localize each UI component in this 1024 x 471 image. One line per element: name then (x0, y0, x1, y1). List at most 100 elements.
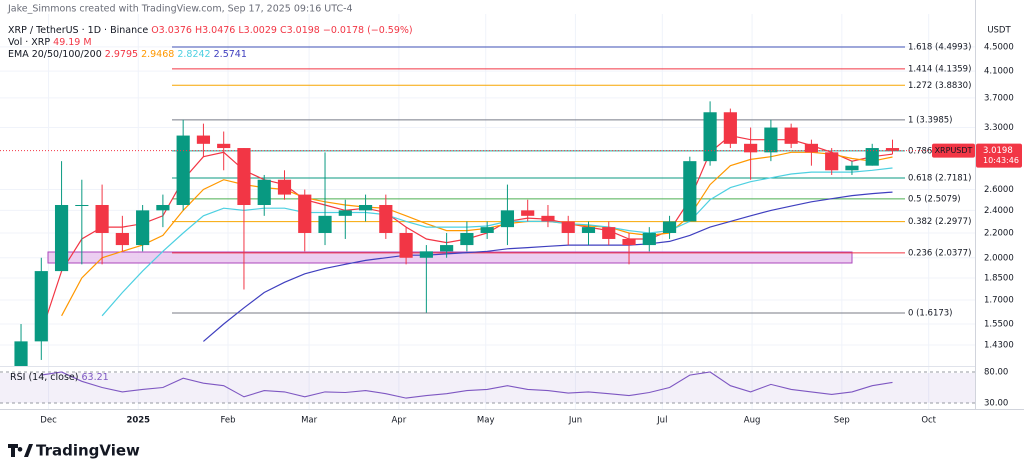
candle-body (784, 127, 798, 144)
candle-body (34, 271, 48, 342)
candle-body (885, 148, 900, 151)
ema-line (61, 151, 893, 317)
candle-body (14, 341, 28, 366)
symbol-tag: XRPUSDT (935, 146, 973, 155)
y-tick-label: 3.3000 (984, 123, 1014, 133)
fib-label: 1.272 (3.8830) (908, 81, 971, 91)
price-tag: 3.0198 (983, 146, 1013, 156)
candle-body (237, 148, 251, 205)
candle-body (825, 152, 839, 171)
x-tick-label: Aug (744, 416, 761, 426)
candle-body (115, 232, 129, 246)
candle-body (703, 112, 717, 162)
fib-label: 0.618 (2.7181) (908, 173, 971, 183)
candle-body (642, 232, 656, 246)
footer-logo: TradingView (8, 442, 140, 460)
x-tick-label: Jul (656, 416, 667, 426)
y-tick-label: 2.4000 (984, 206, 1014, 216)
candle-body (95, 204, 109, 233)
rsi-line (41, 371, 893, 399)
candle-body (156, 204, 170, 211)
candle-body (440, 245, 454, 252)
candle-body (358, 204, 373, 211)
fib-label: 1.618 (4.4993) (908, 42, 971, 52)
ema-line: EMA 20/50/100/200 2.9795 2.9468 2.8242 2… (8, 49, 247, 60)
candle-body (75, 204, 89, 206)
candle-body (196, 135, 211, 144)
candle-body (744, 143, 758, 153)
ema-value: 2.5741 (214, 49, 247, 60)
y-tick-label: 1.7000 (984, 296, 1014, 306)
rsi-tick-label: 80.00 (984, 368, 1008, 378)
support-zone (47, 251, 853, 264)
rsi-value: 63.21 (82, 372, 109, 383)
logo-mark (8, 444, 33, 457)
candle-body (217, 143, 231, 149)
x-tick-label: Feb (221, 416, 236, 426)
candle-body (581, 227, 596, 233)
x-tick-label: Oct (921, 416, 936, 426)
candle-body (318, 215, 332, 233)
axes: 4.5000 4.1000 3.7000 3.3000 2.6000 2.4000 2.20… (40, 42, 1013, 425)
candle-body (845, 165, 859, 171)
candle-body (662, 221, 677, 233)
ema-value: 2.9468 (141, 49, 174, 60)
fib-label: 0 (1.6173) (908, 308, 952, 318)
ema-value: 2.8242 (177, 49, 210, 60)
volume-value: 49.19 M (53, 37, 91, 48)
candle-body (723, 112, 737, 144)
candle-body (602, 227, 616, 239)
ema-label: EMA 20/50/100/200 (8, 49, 102, 60)
x-tick-label: Sep (834, 416, 850, 426)
x-tick-label: Apr (391, 416, 406, 426)
author-line: Jake_Simmons created with TradingView.co… (7, 4, 353, 15)
x-tick-label: May (477, 416, 495, 426)
y-tick-label: 4.1000 (984, 67, 1014, 77)
y-tick-label: 4.5000 (984, 42, 1014, 52)
fib-label: 0.382 (2.2977) (908, 217, 971, 227)
candle-body (460, 232, 474, 246)
ohlc-open: O3.0376 (151, 25, 192, 36)
y-tick-label: 2.0000 (984, 253, 1014, 263)
volume-line: Vol · XRP 49.19 M (8, 37, 92, 48)
candle-body (764, 127, 778, 153)
candle-body (136, 210, 150, 246)
countdown: 10:43:46 (983, 156, 1019, 165)
candle-body (54, 204, 69, 272)
candle-body (622, 238, 636, 246)
symbol-tag-bg (932, 143, 975, 158)
y-tick-label: 2.6000 (984, 185, 1014, 195)
rsi-band (0, 373, 975, 403)
candle-body (176, 135, 190, 205)
x-tick-label: 2025 (126, 416, 150, 426)
ohlc-high: H3.0476 (195, 25, 235, 36)
fib-levels: 1.618 (4.4993) 1.414 (4.1359) 1.272 (3.883… (172, 42, 971, 318)
ema-value: 2.9795 (105, 49, 138, 60)
rsi-pane (0, 371, 975, 404)
rsi-tick-label: 30.00 (984, 399, 1008, 409)
footer-brand: TradingView (36, 442, 140, 460)
candle-body (419, 251, 433, 258)
candle-body (257, 179, 271, 205)
y-tick-label: 2.2000 (984, 228, 1014, 238)
volume-label: Vol · XRP (8, 37, 50, 48)
candle-body (379, 204, 393, 233)
fib-label: 1.414 (4.1359) (908, 64, 971, 74)
symbol: XRP / TetherUS · 1D · Binance (8, 25, 148, 36)
candle-body (500, 210, 515, 228)
ohlc-low: L3.0029 (238, 25, 277, 36)
candle-body (298, 194, 312, 233)
x-tick-label: Jun (568, 416, 582, 426)
currency-label: USDT (987, 26, 1011, 36)
x-tick-label: Mar (301, 416, 318, 426)
symbol-line: XRP / TetherUS · 1D · Binance O3.0376 H3… (8, 25, 413, 36)
candle-body (338, 210, 352, 216)
candles (0, 101, 975, 366)
rsi-legend: RSI (14, close) 63.21 (10, 372, 109, 383)
candle-body (683, 161, 697, 222)
rsi-label: RSI (14, close) (10, 372, 78, 383)
candle-body (521, 210, 535, 216)
candle-body (541, 215, 555, 222)
